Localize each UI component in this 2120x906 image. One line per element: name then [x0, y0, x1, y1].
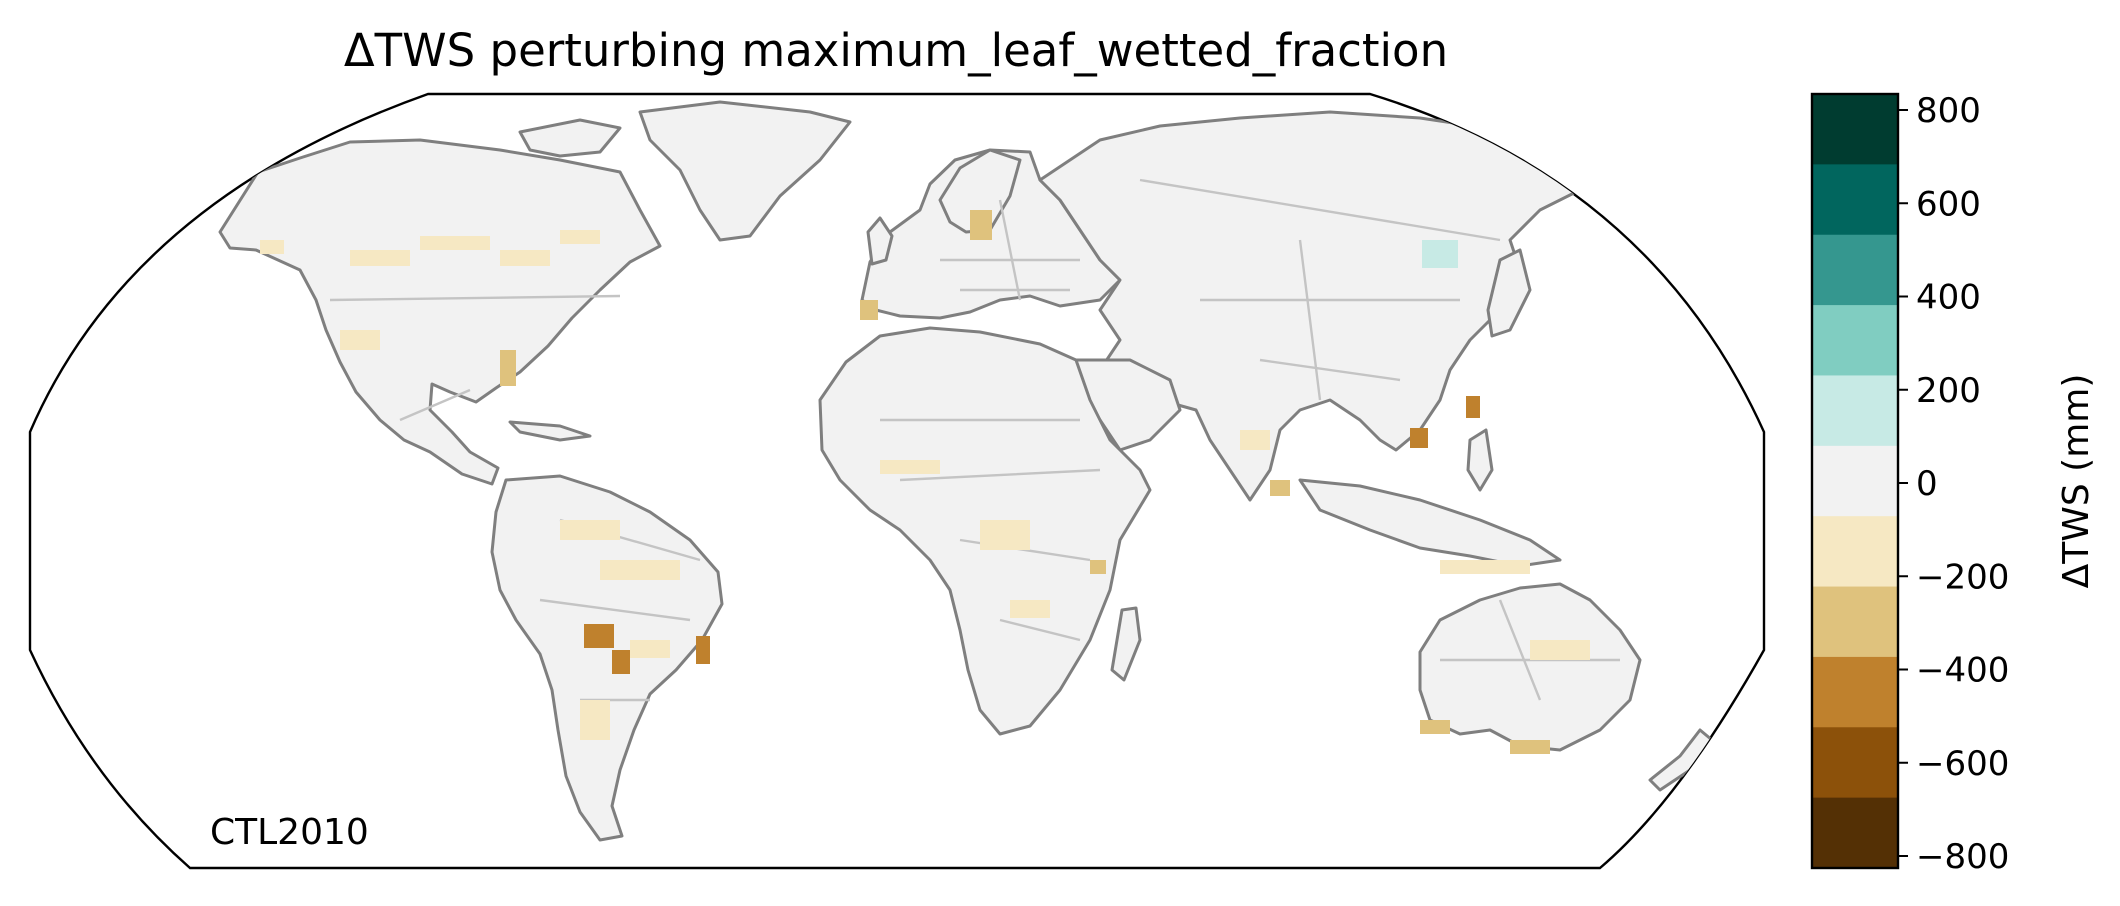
japan [1486, 248, 1532, 338]
colorbar-bin [1812, 164, 1898, 236]
colorbar-ticks: 800 600 400 200 0 −200 −400 −600 −800 [1898, 91, 2009, 877]
colorbar-bin [1812, 94, 1898, 165]
colorbar-bin [1812, 234, 1898, 306]
greenland [638, 100, 852, 242]
philippines [1466, 428, 1494, 492]
colorbar-tick-label: 800 [1916, 91, 1981, 131]
country-borders [329, 178, 1620, 702]
colorbar-bin [1812, 656, 1898, 728]
indonesia [1298, 478, 1562, 568]
colorbar-tick-label: −600 [1916, 744, 2009, 784]
colorbar-tick-label: −800 [1916, 837, 2009, 877]
scandinavia [938, 148, 1022, 234]
colorbar-bin [1812, 305, 1898, 377]
arctic-islands [518, 118, 622, 158]
colorbar-tick-label: 400 [1916, 278, 1981, 318]
figure-title: ΔTWS perturbing maximum_leaf_wetted_frac… [344, 24, 1448, 77]
colorbar-tick-label: −200 [1916, 557, 2009, 597]
colorbar-bin [1812, 375, 1898, 447]
scenario-label: CTL2010 [210, 812, 369, 853]
colorbar-tick-label: 0 [1916, 464, 1938, 504]
colorbar-tick-label: 600 [1916, 184, 1981, 224]
world-map [28, 92, 1766, 870]
colorbar-bin [1812, 586, 1898, 658]
colorbar-bin [1812, 516, 1898, 588]
colorbar-tick-label: 200 [1916, 371, 1981, 411]
north-america [218, 138, 662, 486]
great-britain [866, 216, 894, 266]
colorbar-bin [1812, 797, 1898, 869]
tws-anomaly-cells [260, 210, 1590, 754]
colorbar-frame [1810, 92, 1900, 870]
colorbar: 800 600 400 200 0 −200 −400 −600 −800 ΔTWS (mm) [1810, 91, 2097, 877]
colorbar-bin [1812, 445, 1898, 517]
colorbar-bins [1812, 94, 1898, 869]
colorbar-label: ΔTWS (mm) [2056, 374, 2097, 589]
cuba [508, 420, 592, 442]
madagascar [1110, 606, 1142, 682]
colorbar-bin [1812, 727, 1898, 799]
colorbar-tick-label: −400 [1916, 651, 2009, 691]
